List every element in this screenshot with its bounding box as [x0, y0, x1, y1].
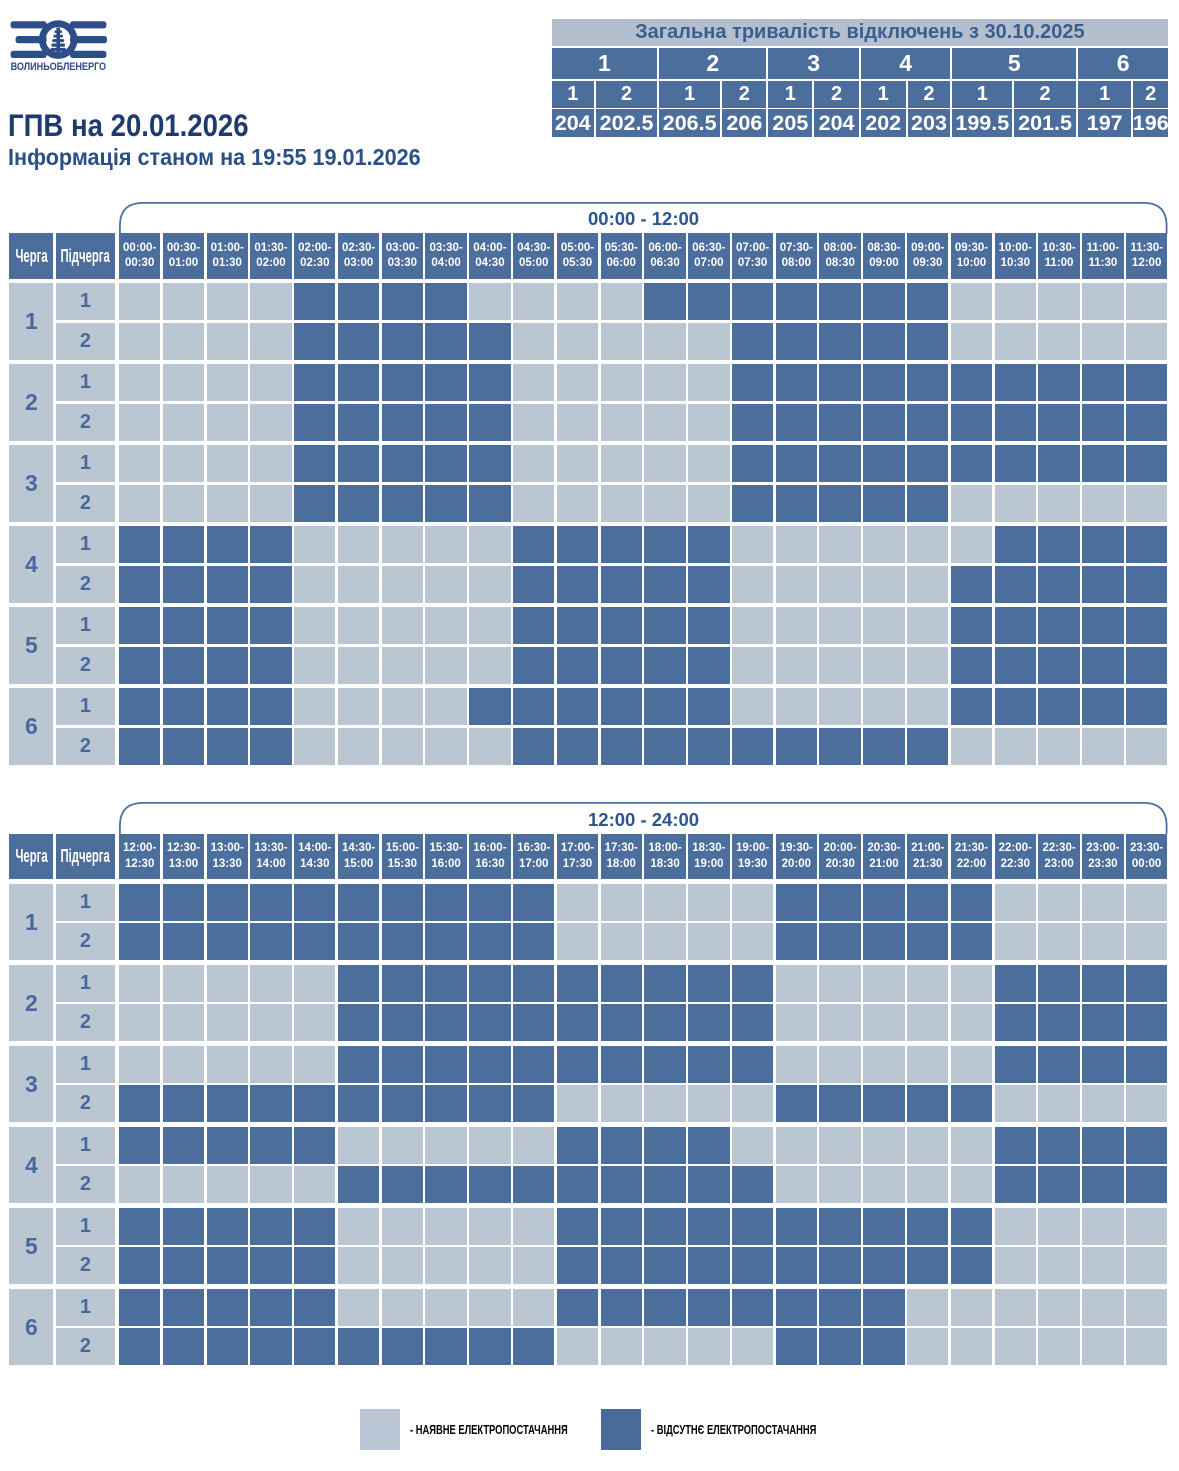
svg-text:ВОЛИНЬОБЛЕНЕРГО: ВОЛИНЬОБЛЕНЕРГО [11, 61, 107, 73]
